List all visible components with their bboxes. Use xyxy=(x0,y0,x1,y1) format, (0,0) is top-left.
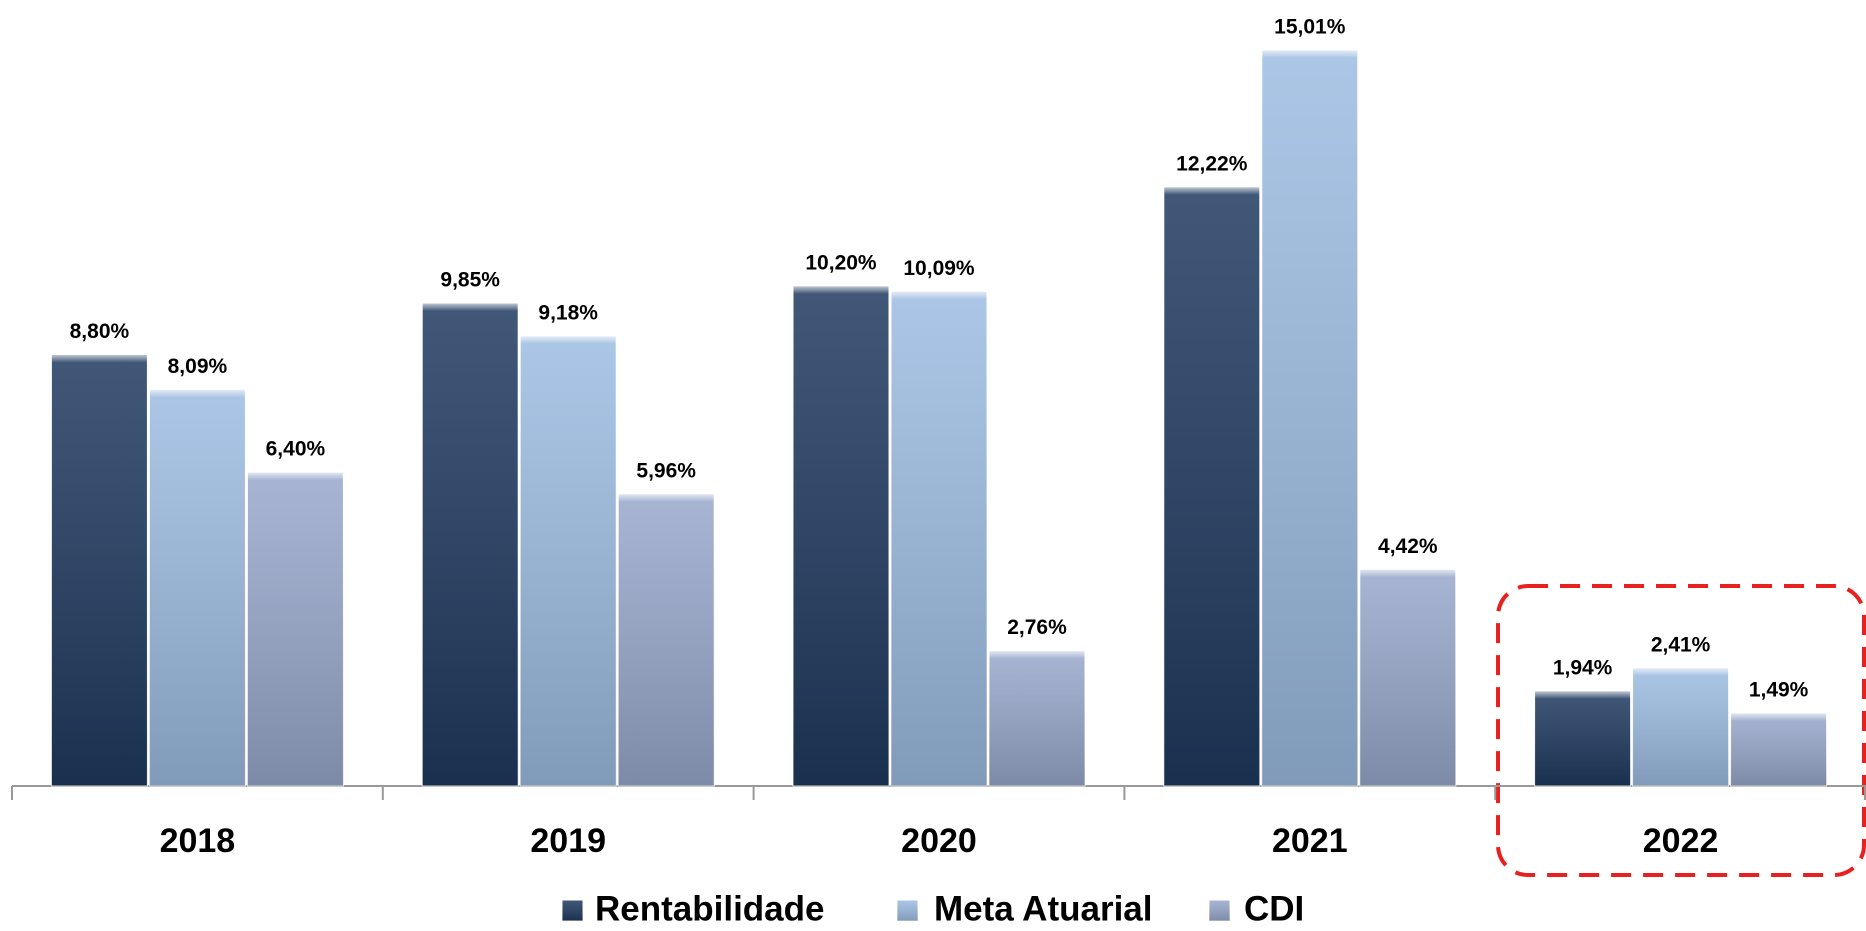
value-label: 15,01% xyxy=(1274,16,1346,39)
legend-label: Rentabilidade xyxy=(595,889,824,928)
x-tick-label: 2018 xyxy=(160,822,236,860)
legend-swatch-shade xyxy=(897,900,918,921)
x-tick-label: 2019 xyxy=(530,822,606,860)
bar-cap xyxy=(1261,50,1358,58)
bar-cap xyxy=(1730,712,1827,721)
legend-label: Meta Atuarial xyxy=(934,889,1152,928)
bar-shade xyxy=(149,389,246,786)
value-label: 4,42% xyxy=(1378,535,1438,558)
highlight-box xyxy=(1496,584,1866,877)
bar-cap xyxy=(149,389,246,398)
bar-cap xyxy=(989,650,1085,659)
value-label: 1,49% xyxy=(1749,678,1809,701)
bar-shade xyxy=(247,472,344,786)
bar-shade xyxy=(1534,690,1631,786)
value-label: 5,96% xyxy=(636,459,696,482)
bar-shade xyxy=(1359,569,1456,786)
bar-cap xyxy=(51,354,148,363)
bar-shade xyxy=(1730,712,1827,786)
value-label: 2,76% xyxy=(1007,616,1067,639)
value-label: 12,22% xyxy=(1176,152,1248,175)
bar-shade xyxy=(1632,667,1729,786)
x-tick-label: 2020 xyxy=(901,822,977,860)
bar-shade xyxy=(1163,186,1260,786)
x-tick-label: 2021 xyxy=(1272,822,1348,860)
bar-shade xyxy=(793,285,889,786)
x-tick-label: 2022 xyxy=(1643,822,1719,860)
value-label: 9,85% xyxy=(440,269,500,292)
bar-cap xyxy=(618,493,715,502)
bar-cap xyxy=(247,472,344,481)
value-label: 9,18% xyxy=(538,301,598,324)
bar-shade xyxy=(422,303,519,786)
bar-shade xyxy=(1261,50,1358,786)
bar-cap xyxy=(1534,690,1631,699)
bar-cap xyxy=(422,303,519,312)
bar-cap xyxy=(1163,186,1260,195)
value-label: 8,09% xyxy=(168,355,228,378)
value-label: 2,41% xyxy=(1651,633,1711,656)
value-label: 1,94% xyxy=(1553,656,1613,679)
bar-shade xyxy=(989,650,1085,786)
bar-cap xyxy=(891,291,987,300)
bar-cap xyxy=(1632,667,1729,676)
bar-cap xyxy=(520,335,617,344)
legend-swatch-shade xyxy=(1209,900,1230,921)
legend-label: CDI xyxy=(1244,889,1304,928)
value-label: 10,20% xyxy=(805,251,877,274)
bar-shade xyxy=(618,493,715,786)
value-label: 8,80% xyxy=(70,320,130,343)
bar-shade xyxy=(891,291,987,786)
bar-cap xyxy=(1359,569,1456,578)
bar-shade xyxy=(520,335,617,786)
legend-swatch-shade xyxy=(562,900,583,921)
value-label: 10,09% xyxy=(903,257,975,280)
value-label: 6,40% xyxy=(266,438,326,461)
bar-cap xyxy=(793,285,889,294)
bar-shade xyxy=(51,354,148,786)
